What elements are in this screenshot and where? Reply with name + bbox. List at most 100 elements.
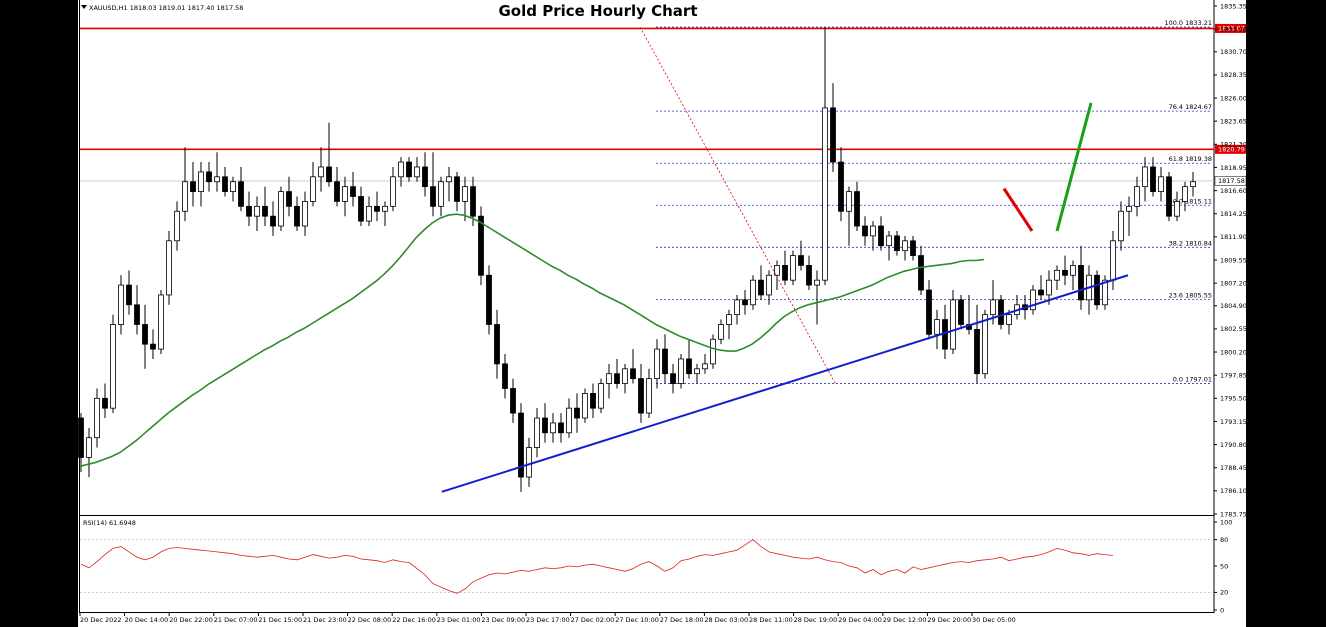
candle xyxy=(1166,171,1172,222)
candle xyxy=(230,176,236,202)
candle-body-bear xyxy=(286,191,292,207)
support-trendline xyxy=(441,274,1129,493)
candle-body-bear xyxy=(1038,289,1044,296)
symbol-dropdown-icon[interactable] xyxy=(81,5,87,9)
candle-body-bull xyxy=(342,186,348,202)
candle-body-bear xyxy=(518,412,524,478)
candle xyxy=(494,309,500,379)
y-tick-label: 1802.55 xyxy=(1220,325,1246,333)
chart-title: Gold Price Hourly Chart xyxy=(499,2,698,20)
fib-level-label: 38.2 1810.84 xyxy=(1169,239,1212,247)
fib-level-label: 0.0 1797.01 xyxy=(1173,375,1212,383)
candle xyxy=(654,339,660,389)
y-tick-label: 1835.35 xyxy=(1220,2,1246,10)
candle xyxy=(638,363,644,423)
candle xyxy=(1182,181,1188,212)
candle xyxy=(1126,196,1132,236)
candle-body-bull xyxy=(310,176,316,202)
candle-body-bear xyxy=(806,265,812,286)
candle-body-bull xyxy=(982,314,988,375)
y-tick-label: 1783.75 xyxy=(1220,510,1246,518)
candle xyxy=(326,122,332,187)
candle-body-bull xyxy=(446,176,452,183)
candle-body-bull xyxy=(278,191,284,227)
candle xyxy=(958,294,964,330)
fib-level-label: 100.0 1833.21 xyxy=(1164,19,1212,27)
candle-body-bull xyxy=(646,378,652,414)
rsi-tick-label: 80 xyxy=(1220,536,1228,544)
candle-body-bear xyxy=(334,181,340,202)
candle xyxy=(166,230,172,305)
candle-body-bull xyxy=(166,240,172,296)
candle-body-bear xyxy=(294,205,300,227)
fib-level-label: 61.8 1819.38 xyxy=(1169,155,1212,163)
candle-body-bear xyxy=(190,181,196,192)
candle xyxy=(606,363,612,399)
candle xyxy=(1094,270,1100,310)
candle xyxy=(1158,166,1164,202)
level-price-label: 1820.79 xyxy=(1218,146,1245,154)
candle-body-bear xyxy=(630,368,636,380)
candle xyxy=(342,176,348,217)
candle-body-bear xyxy=(134,304,140,325)
candle-body-bull xyxy=(390,176,396,207)
candle xyxy=(406,157,412,182)
candle xyxy=(510,378,516,423)
candle xyxy=(878,216,884,251)
candle-body-bull xyxy=(902,240,908,252)
candle xyxy=(350,171,356,207)
candle-body-bull xyxy=(1158,176,1164,192)
candle xyxy=(926,280,932,340)
candle xyxy=(1046,270,1052,305)
candle-body-bull xyxy=(438,181,444,207)
candle-body-bull xyxy=(950,299,956,350)
x-tick-label: 27 Dec 18:00 xyxy=(660,616,704,624)
candle-body-bull xyxy=(790,255,796,281)
y-tick-label: 1809.55 xyxy=(1220,256,1246,264)
candle xyxy=(374,191,380,222)
candle-body-bear xyxy=(910,240,916,256)
x-tick-label: 28 Dec 03:00 xyxy=(704,616,748,624)
candle xyxy=(286,176,292,217)
candle-body-bull xyxy=(1046,279,1052,296)
candle xyxy=(238,166,244,212)
candle xyxy=(302,191,308,236)
candle xyxy=(158,290,164,355)
candle xyxy=(1070,260,1076,291)
candle xyxy=(310,162,316,207)
candle-body-bull xyxy=(110,324,116,409)
y-tick-label: 1818.95 xyxy=(1220,164,1246,172)
candle-body-bear xyxy=(326,166,332,183)
candle xyxy=(318,147,324,192)
candle xyxy=(950,290,956,355)
candle xyxy=(198,162,204,207)
x-tick-label: 20 Dec 2022 xyxy=(80,616,122,624)
candle-body-bear xyxy=(1094,274,1100,306)
y-tick-label: 1797.85 xyxy=(1220,371,1246,379)
candle xyxy=(214,152,220,192)
rsi-tick-label: 50 xyxy=(1220,562,1228,570)
x-tick-label: 23 Dec 09:00 xyxy=(481,616,525,624)
candle xyxy=(918,245,924,295)
candle-body-bear xyxy=(1150,166,1156,192)
rsi-tick-label: 100 xyxy=(1220,518,1232,526)
candle xyxy=(1142,157,1148,202)
candle xyxy=(150,329,156,359)
candle-body-bear xyxy=(958,299,964,325)
candle xyxy=(1054,265,1060,291)
current-price-label: 1817.58 xyxy=(1218,177,1245,185)
candle-body-bear xyxy=(1062,269,1068,276)
candle xyxy=(670,363,676,394)
candle xyxy=(1062,255,1068,286)
moving-average-line xyxy=(79,213,985,468)
candle xyxy=(1038,275,1044,300)
candle-body-bull xyxy=(1126,205,1132,212)
candle xyxy=(646,368,652,419)
candle-body-bull xyxy=(774,265,780,276)
candle xyxy=(886,230,892,261)
candle-body-bull xyxy=(1182,186,1188,202)
candle-body-bull xyxy=(846,191,852,212)
candle xyxy=(334,166,340,207)
candle-body-bear xyxy=(262,205,268,217)
candle-body-bull xyxy=(1070,265,1076,276)
